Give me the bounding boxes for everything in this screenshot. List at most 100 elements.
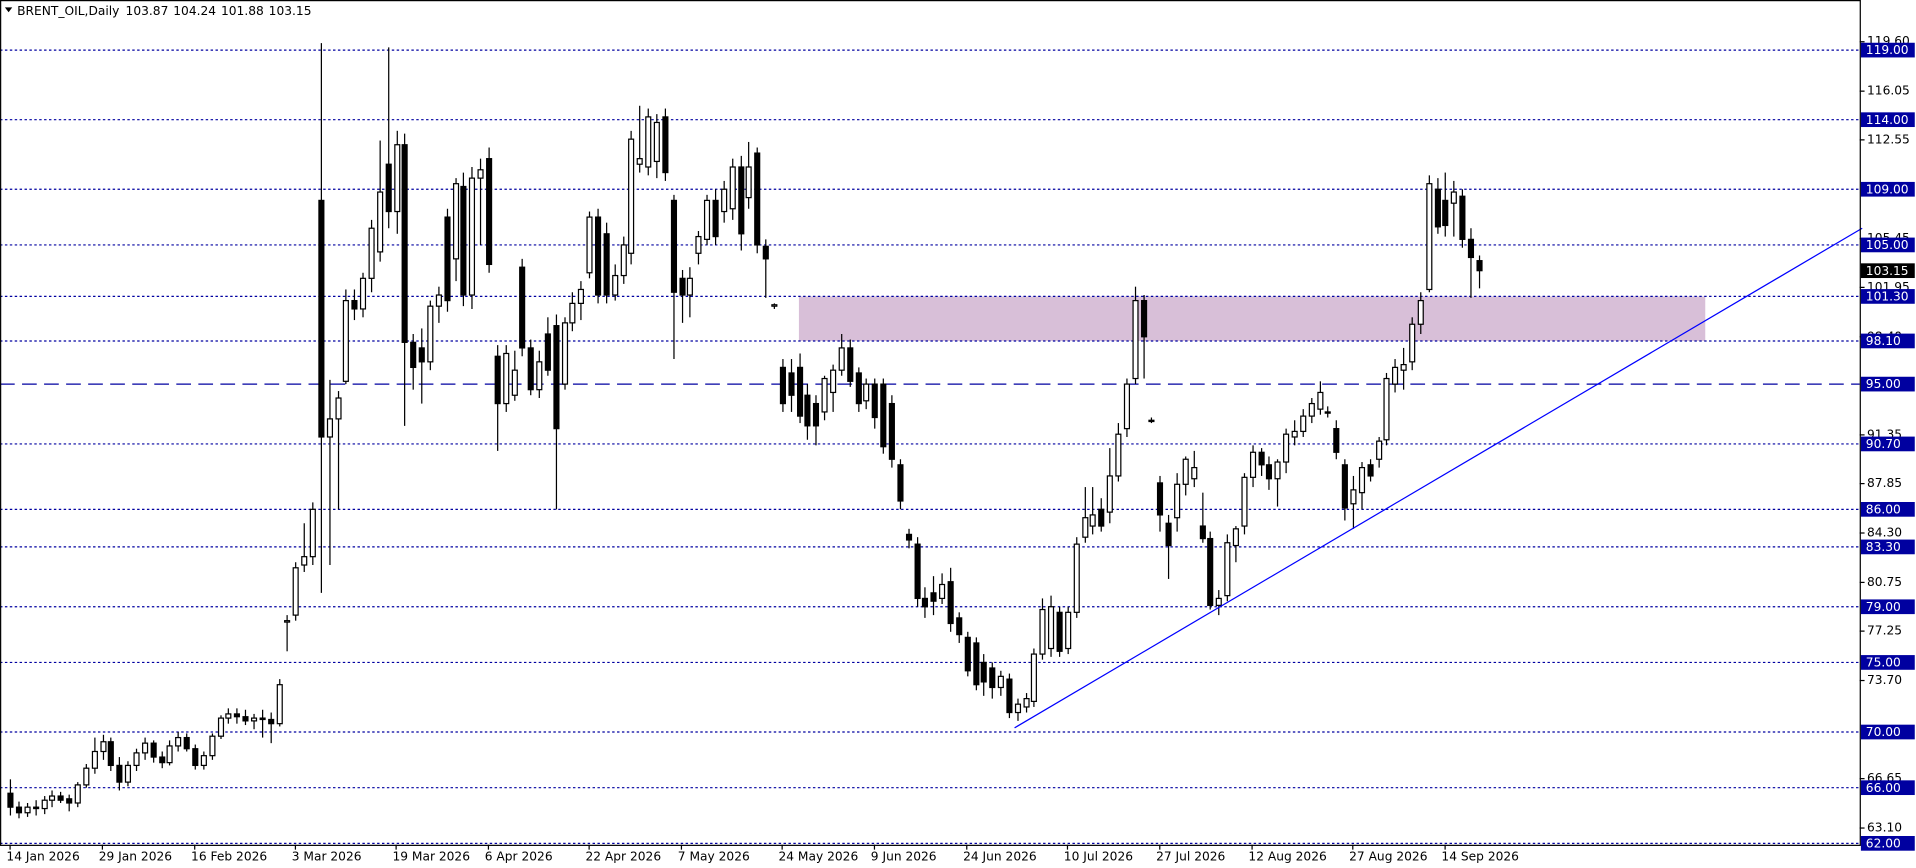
y-tick-label: 87.85 xyxy=(1867,476,1902,490)
candle-body xyxy=(1215,597,1222,606)
candle-body xyxy=(100,741,107,753)
candle-body xyxy=(511,369,518,396)
candle-body xyxy=(1249,451,1257,478)
candle-body xyxy=(1324,411,1331,414)
level-price-box xyxy=(1860,436,1915,452)
close-value: 103.15 xyxy=(269,4,312,18)
candle-body xyxy=(863,383,870,402)
candle-body xyxy=(41,799,48,810)
candle-body xyxy=(830,369,837,394)
candle-body xyxy=(183,736,190,750)
candle-body xyxy=(1367,464,1374,477)
candle-body xyxy=(947,581,954,625)
candle-body xyxy=(494,355,501,405)
candle-body xyxy=(33,806,40,810)
candle-body xyxy=(1182,458,1189,485)
candle-body xyxy=(821,377,828,413)
candle-body xyxy=(209,735,216,757)
candle-body xyxy=(1207,537,1214,606)
x-tick-label: 12 Aug 2026 xyxy=(1248,849,1327,863)
level-price-box xyxy=(1860,539,1915,555)
candle-body xyxy=(192,748,199,767)
candle-body xyxy=(888,402,895,460)
candle-body xyxy=(342,299,349,382)
level-price-label: 83.30 xyxy=(1866,540,1901,554)
level-price-box xyxy=(1860,655,1915,670)
candle-body xyxy=(930,592,937,602)
candle-body xyxy=(124,764,132,783)
candle-body xyxy=(1426,183,1433,291)
level-price-box xyxy=(1860,376,1915,392)
candle-body xyxy=(662,116,669,174)
trendline xyxy=(1014,227,1863,729)
candle-body xyxy=(268,718,275,725)
symbol-title: BRENT_OIL,Daily xyxy=(17,4,119,18)
candle-body xyxy=(233,713,240,718)
candle-body xyxy=(1156,482,1164,516)
candle-body xyxy=(779,366,786,405)
y-tick-label: 63.10 xyxy=(1867,821,1902,835)
candle-body xyxy=(1047,606,1055,650)
candle-body xyxy=(754,152,761,246)
x-tick-label: 19 Mar 2026 xyxy=(392,849,470,863)
candle-body xyxy=(359,277,367,310)
candle-body xyxy=(561,322,569,385)
level-price-box xyxy=(1860,112,1915,128)
x-tick-label: 24 Jun 2026 xyxy=(963,849,1037,863)
candle-body xyxy=(997,675,1004,689)
candle-body xyxy=(721,188,728,213)
candle-body xyxy=(410,341,417,369)
candle-body xyxy=(309,508,316,558)
candle-body xyxy=(812,402,820,427)
low-value: 101.88 xyxy=(221,4,264,18)
candle-body xyxy=(536,361,543,391)
level-price-label: 114.00 xyxy=(1866,113,1909,127)
candle-body xyxy=(897,464,904,502)
y-tick-label: 77.25 xyxy=(1867,624,1902,638)
candle-body xyxy=(1082,517,1089,538)
candle-body xyxy=(804,394,811,427)
candle-body xyxy=(107,741,114,767)
candle-body xyxy=(1165,522,1172,547)
candle-body xyxy=(335,397,342,420)
x-tick-label: 7 May 2026 xyxy=(678,849,750,863)
candle-body xyxy=(460,185,467,296)
candle-body xyxy=(1459,195,1466,240)
menu-triangle[interactable] xyxy=(4,7,13,13)
candle-body xyxy=(1434,188,1441,228)
candle-body xyxy=(1300,415,1307,433)
candle-body xyxy=(1308,402,1315,417)
candle-body xyxy=(15,806,23,814)
candle-body xyxy=(1039,608,1046,655)
candle-body xyxy=(921,597,929,608)
candle-body xyxy=(914,543,921,600)
level-price-label: 62.00 xyxy=(1866,836,1901,850)
x-tick-label: 27 Jul 2026 xyxy=(1156,849,1225,863)
candle-body xyxy=(1056,611,1063,652)
x-tick-label: 6 Apr 2026 xyxy=(485,849,553,863)
candle-body xyxy=(401,144,408,343)
candle-body xyxy=(377,191,384,253)
candle-body xyxy=(939,583,946,600)
x-tick-label: 27 Aug 2026 xyxy=(1349,849,1428,863)
candle-body xyxy=(1115,433,1122,477)
level-price-box xyxy=(1860,599,1915,615)
candle-body xyxy=(200,755,207,767)
candle-body xyxy=(679,277,686,296)
candle-body xyxy=(1258,451,1265,466)
level-price-label: 95.00 xyxy=(1866,377,1901,391)
plot-area xyxy=(0,43,1863,844)
candle-body xyxy=(855,372,862,405)
level-price-box xyxy=(1860,42,1915,58)
candle-body xyxy=(519,266,526,349)
candle-body xyxy=(712,199,719,238)
candle-body xyxy=(729,166,736,210)
candle-body xyxy=(116,764,123,783)
candle-body xyxy=(418,347,425,363)
candle-body xyxy=(394,144,401,213)
level-price-box xyxy=(1860,724,1915,740)
candle-body xyxy=(1174,483,1181,519)
current-price-box xyxy=(1860,263,1915,279)
candle-body xyxy=(1291,430,1298,438)
